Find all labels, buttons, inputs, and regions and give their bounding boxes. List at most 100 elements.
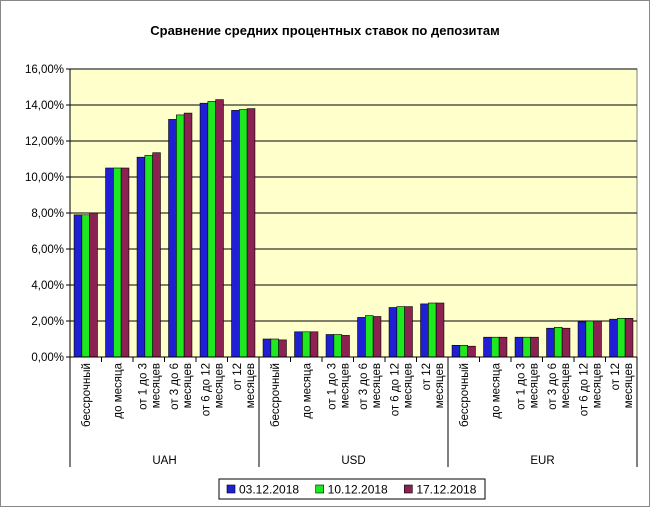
legend-label: 10.12.2018 <box>328 483 388 497</box>
bar <box>325 334 335 358</box>
category-label: от 6 до 12 <box>200 363 212 416</box>
bar <box>404 306 413 358</box>
axes: 0,00% 2,00% 4,00% 6,00% 8,00% 10,00% 12,00% 14,… <box>25 64 638 467</box>
bar <box>81 214 90 358</box>
category-label: месяцев <box>623 363 635 408</box>
bar <box>270 338 279 358</box>
bar <box>73 214 83 358</box>
category-label: месяцев <box>371 363 383 408</box>
bar <box>215 99 224 358</box>
bars <box>73 99 634 358</box>
bar <box>561 327 571 358</box>
y-tick-label: 6,00% <box>31 244 64 256</box>
bar <box>593 320 602 358</box>
category-label: до месяца <box>301 362 313 418</box>
y-tick-label: 12,00% <box>25 136 64 148</box>
y-tick-label: 10,00% <box>25 172 64 184</box>
category-label: от 12 <box>421 363 433 390</box>
bar <box>372 316 382 358</box>
bar <box>120 167 130 358</box>
category-label: месяцев <box>402 363 414 408</box>
bar <box>302 331 311 358</box>
group-label: USD <box>341 455 365 467</box>
bar <box>617 317 626 358</box>
group-label: EUR <box>530 455 554 467</box>
category-label: от 3 до 6 <box>547 363 559 410</box>
bar <box>357 317 366 358</box>
y-tick-label: 14,00% <box>25 100 64 112</box>
bar <box>522 336 531 358</box>
chart-title: Сравнение средних процентных ставок по д… <box>150 23 500 38</box>
category-label: от 6 до 12 <box>578 363 590 416</box>
bar <box>435 302 445 358</box>
bar <box>89 212 98 358</box>
category-label: месяцев <box>150 363 162 408</box>
bar <box>341 335 350 358</box>
y-tick-label: 4,00% <box>31 280 64 292</box>
category-label: от 1 до 3 <box>137 363 149 410</box>
bar <box>585 320 594 358</box>
y-tick-label: 2,00% <box>31 316 64 328</box>
bar <box>333 334 342 358</box>
bar <box>546 327 555 358</box>
bar <box>199 102 209 358</box>
category-label: бессрочный <box>270 363 282 427</box>
bar <box>207 101 216 358</box>
category-label: от 1 до 3 <box>515 363 527 410</box>
category-label: месяцев <box>591 363 603 408</box>
category-label: от 1 до 3 <box>326 363 338 410</box>
bar <box>176 114 185 358</box>
bar <box>467 345 476 358</box>
bar <box>294 331 303 358</box>
category-label: от 3 до 6 <box>169 363 181 410</box>
bar <box>514 336 524 358</box>
category-label: до месяца <box>490 362 502 418</box>
category-label: от 6 до 12 <box>389 363 401 416</box>
category-label: бессрочный <box>81 363 93 427</box>
bar <box>577 321 587 358</box>
y-tick-label: 8,00% <box>31 208 64 220</box>
bar <box>420 303 429 358</box>
bar <box>451 344 461 358</box>
category-label: месяцев <box>213 363 225 408</box>
group-label: UAH <box>152 455 176 467</box>
legend-swatch <box>404 484 413 494</box>
legend-label: 03.12.2018 <box>239 483 299 497</box>
bar <box>262 338 272 358</box>
category-label: месяцев <box>182 363 194 408</box>
bar <box>365 315 374 358</box>
bar <box>491 336 500 358</box>
bar <box>459 344 468 358</box>
bar <box>554 326 563 358</box>
category-label: месяцев <box>434 363 446 408</box>
bar <box>309 331 319 358</box>
bar <box>168 119 177 358</box>
category-label: от 12 <box>232 363 244 390</box>
bar <box>231 110 240 358</box>
category-label: от 12 <box>610 363 622 390</box>
category-label: месяцев <box>528 363 540 408</box>
bar <box>105 167 114 358</box>
bar <box>428 302 437 358</box>
legend-box <box>218 478 486 500</box>
bar <box>278 339 287 358</box>
legend-swatch <box>226 484 236 494</box>
bar <box>624 317 634 358</box>
legend-label: 17.12.2018 <box>416 483 476 497</box>
bar <box>388 307 398 358</box>
bar <box>136 156 146 358</box>
category-label: до месяца <box>112 362 124 418</box>
bar <box>183 112 193 358</box>
legend-swatch <box>315 484 324 494</box>
bar <box>498 336 508 358</box>
y-tick-label: 16,00% <box>25 64 64 76</box>
category-label: месяцев <box>245 363 257 408</box>
bar <box>113 167 122 358</box>
y-tick-label: 0,00% <box>31 352 64 364</box>
bar <box>239 109 248 358</box>
bar <box>396 306 405 358</box>
bar <box>152 152 161 358</box>
gridlines <box>70 68 637 322</box>
category-label: от 3 до 6 <box>358 363 370 410</box>
